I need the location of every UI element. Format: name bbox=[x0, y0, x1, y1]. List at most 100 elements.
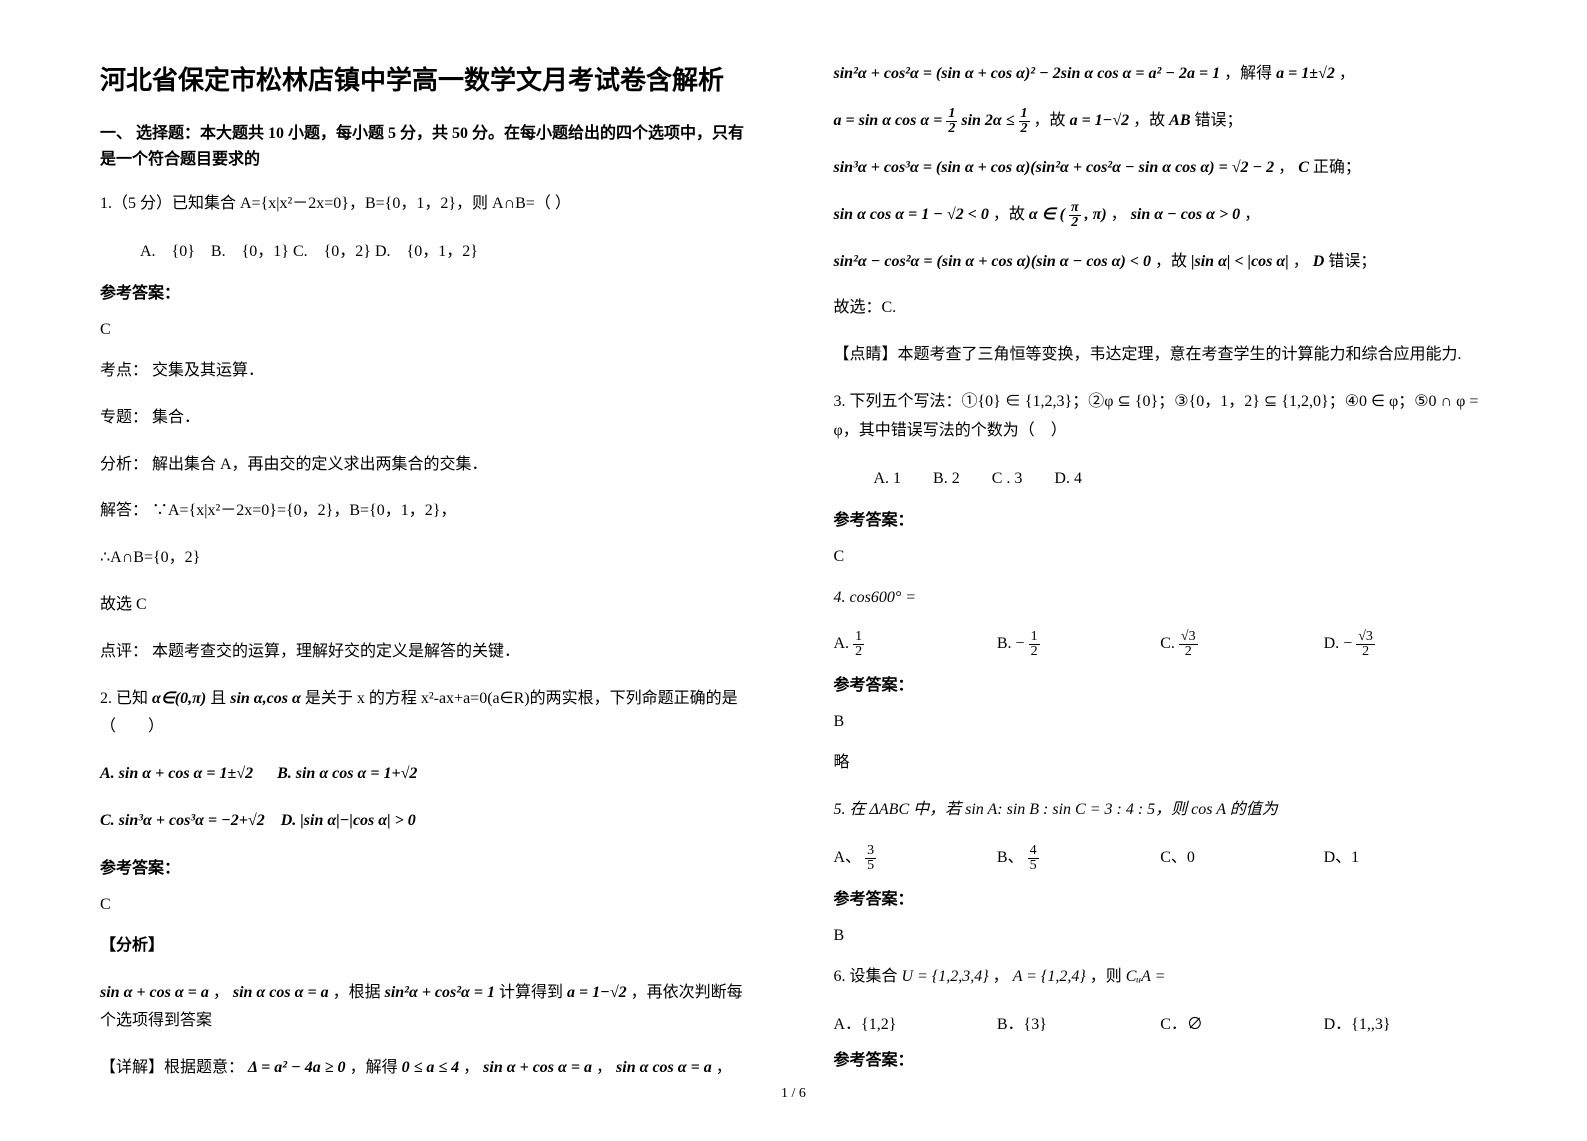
q4-a-n: 1 bbox=[853, 630, 864, 645]
q2-a1-t3: 计算得到 bbox=[499, 984, 563, 1001]
q2-a1-m2: sin α cos α = a bbox=[233, 984, 329, 1001]
q5-answer-label: 参考答案： bbox=[834, 885, 1488, 909]
q4-extra: 略 bbox=[834, 749, 1488, 778]
r-line5: sin²α − cos²α = (sin α + cos α)(sin α − … bbox=[834, 248, 1488, 277]
q2-detail-label: 【详解】根据题意： bbox=[100, 1059, 244, 1076]
q2-d-m1: Δ = a² − 4a ≥ 0 bbox=[248, 1059, 346, 1076]
q4-optB: B. − 1 2 bbox=[997, 630, 1160, 659]
q3-answer-label: 参考答案： bbox=[834, 506, 1488, 530]
q2-analysis-label: 【分析】 bbox=[100, 932, 754, 961]
section-intro: 一、 选择题：本大题共 10 小题，每小题 5 分，共 50 分。在每小题给出的… bbox=[100, 121, 754, 172]
q4-answer-label: 参考答案： bbox=[834, 671, 1488, 695]
q6-t2: ，则 bbox=[1090, 968, 1122, 985]
q6-optB: B．{3} bbox=[997, 1010, 1160, 1034]
q2-d-t4: ， bbox=[716, 1059, 732, 1076]
q1-solution-3: 故选 C bbox=[100, 591, 754, 620]
q2-d-t1: ，解得 bbox=[350, 1059, 398, 1076]
r-l5-t3: 错误； bbox=[1328, 253, 1376, 270]
q4-d-frac: √3 2 bbox=[1356, 630, 1375, 659]
q2-stem-math1: α∈(0,π) bbox=[152, 690, 206, 707]
q5-b-n: 4 bbox=[1028, 844, 1039, 859]
q4-stem: 4. cos600° = bbox=[834, 584, 1488, 613]
r-l4-t3: ， bbox=[1244, 206, 1260, 223]
q4-b-d: 2 bbox=[1029, 645, 1040, 659]
r-line3: sin³α + cos³α = (sin α + cos α)(sin²α + … bbox=[834, 154, 1488, 183]
q2-d-t2: ， bbox=[463, 1059, 479, 1076]
r-l1-t: ，解得 bbox=[1224, 65, 1272, 82]
q4-c-frac: √3 2 bbox=[1179, 630, 1198, 659]
r-l4-m: sin α cos α = 1 − √2 < 0 bbox=[834, 206, 989, 223]
q4-optD: D. − √3 2 bbox=[1324, 630, 1487, 659]
q2-optA: A. sin α + cos α = 1±√2 bbox=[100, 765, 253, 782]
q2-a1-m3: sin²α + cos²α = 1 bbox=[385, 984, 495, 1001]
r-l2-f2d: 2 bbox=[1019, 122, 1030, 136]
r-l5-m3: D bbox=[1313, 253, 1325, 270]
r-l5-m: sin²α − cos²α = (sin α + cos α)(sin α − … bbox=[834, 253, 1151, 270]
q4-d-n: √3 bbox=[1356, 630, 1375, 645]
r-l5-m2: |sin α| < |cos α| bbox=[1191, 253, 1289, 270]
q6-m2: A = {1,2,4} bbox=[1013, 968, 1086, 985]
q6-pre: 6. 设集合 bbox=[834, 968, 898, 985]
q5-optD: D、1 bbox=[1324, 843, 1487, 873]
r-line7: 【点睛】本题考查了三角恒等变换，韦达定理，意在考查学生的计算能力和综合应用能力. bbox=[834, 341, 1488, 370]
q5-optB: B、 4 5 bbox=[997, 843, 1160, 873]
q4-optA: A. 1 2 bbox=[834, 630, 997, 659]
q4-a-frac: 1 2 bbox=[853, 630, 864, 659]
q4-b-neg: − bbox=[1016, 636, 1025, 653]
q1-stem: 1.（5 分）已知集合 A={x|x²－2x=0}，B={0，1，2}，则 A∩… bbox=[100, 190, 754, 219]
q1-answer-label: 参考答案： bbox=[100, 279, 754, 303]
q6-optD: D．{1,,3} bbox=[1324, 1010, 1487, 1034]
q5-a-frac: 3 5 bbox=[865, 844, 876, 873]
q6-m3: CᵤA = bbox=[1126, 968, 1166, 985]
left-column: 河北省保定市松林店镇中学高一数学文月考试卷含解析 一、 选择题：本大题共 10 … bbox=[100, 60, 754, 1101]
r-l2-frac2: 1 2 bbox=[1019, 107, 1030, 136]
q1-topic: 考点： 交集及其运算． bbox=[100, 357, 754, 386]
q1-solution-1: 解答： ∵A={x|x²－2x=0}={0，2}，B={0，1，2}， bbox=[100, 497, 754, 526]
q2-analysis-line1: sin α + cos α = a ， sin α cos α = a ，根据 … bbox=[100, 979, 754, 1037]
q3-stem: 3. 下列五个写法：①{0} ∈ {1,2,3}；②φ ⊆ {0}；③{0，1，… bbox=[834, 388, 1488, 446]
r-l2-t3: 错误； bbox=[1195, 112, 1243, 129]
right-column: sin²α + cos²α = (sin α + cos α)² − 2sin … bbox=[834, 60, 1488, 1101]
q4-a-d: 2 bbox=[853, 645, 864, 659]
q4-b-n: 1 bbox=[1029, 630, 1040, 645]
r-l4-fn: π bbox=[1069, 201, 1081, 216]
r-line6: 故选：C. bbox=[834, 294, 1488, 323]
r-l3-m2: C bbox=[1298, 159, 1309, 176]
q2-d-m4: sin α cos α = a bbox=[616, 1059, 712, 1076]
q1-options: A. {0} B. {0，1} C. {0，2} D. {0，1，2} bbox=[140, 237, 754, 261]
q6-answer-label: 参考答案： bbox=[834, 1046, 1488, 1070]
q5-a-d: 5 bbox=[865, 859, 876, 873]
q2-a1-m4: a = 1−√2 bbox=[567, 984, 627, 1001]
r-l4-frac: π 2 bbox=[1069, 201, 1081, 230]
r-l2-t: ，故 bbox=[1034, 112, 1066, 129]
q2-d-t3: ， bbox=[596, 1059, 612, 1076]
q5-a-n: 3 bbox=[865, 844, 876, 859]
q2-optC: C. sin³α + cos³α = −2+√2 bbox=[100, 812, 265, 829]
q2-d-m3: sin α + cos α = a bbox=[483, 1059, 592, 1076]
q6-t1: ， bbox=[993, 968, 1009, 985]
q2-stem-mid1: 且 bbox=[210, 690, 226, 707]
q2-stem-pre: 2. 已知 bbox=[100, 690, 148, 707]
q4-d-d: 2 bbox=[1356, 645, 1375, 659]
r-l4-m2: α ∈ ( bbox=[1029, 206, 1065, 223]
q2-detail-line1: 【详解】根据题意： Δ = a² − 4a ≥ 0 ，解得 0 ≤ a ≤ 4 … bbox=[100, 1054, 754, 1083]
q2-optB: B. sin α cos α = 1+√2 bbox=[277, 765, 417, 782]
q6-stem: 6. 设集合 U = {1,2,3,4} ， A = {1,2,4} ，则 Cᵤ… bbox=[834, 963, 1488, 992]
q2-a1-t1: ， bbox=[213, 984, 229, 1001]
r-line1: sin²α + cos²α = (sin α + cos α)² − 2sin … bbox=[834, 60, 1488, 89]
r-l3-m: sin³α + cos³α = (sin α + cos α)(sin²α + … bbox=[834, 159, 1275, 176]
q6-options: A．{1,2} B．{3} C．∅ D．{1,,3} bbox=[834, 1010, 1488, 1034]
q5-stem: 5. 在 ΔABC 中，若 sin A: sin B : sin C = 3 :… bbox=[834, 796, 1488, 825]
q2-d-m2: 0 ≤ a ≤ 4 bbox=[402, 1059, 460, 1076]
q2-a1-m1: sin α + cos α = a bbox=[100, 984, 209, 1001]
q4-c-d: 2 bbox=[1179, 645, 1198, 659]
q5-b-frac: 4 5 bbox=[1028, 844, 1039, 873]
q4-answer: B bbox=[834, 713, 1488, 731]
r-l1-m2: a = 1±√2 bbox=[1276, 65, 1335, 82]
r-l2-frac1: 1 2 bbox=[946, 107, 957, 136]
q2-stem-math2: sin α,cos α bbox=[230, 690, 301, 707]
r-l3-t2: 正确； bbox=[1313, 159, 1361, 176]
r-l2-m2: sin 2α ≤ bbox=[961, 112, 1018, 129]
q4-b-frac: 1 2 bbox=[1029, 630, 1040, 659]
q6-optC: C．∅ bbox=[1160, 1010, 1323, 1034]
